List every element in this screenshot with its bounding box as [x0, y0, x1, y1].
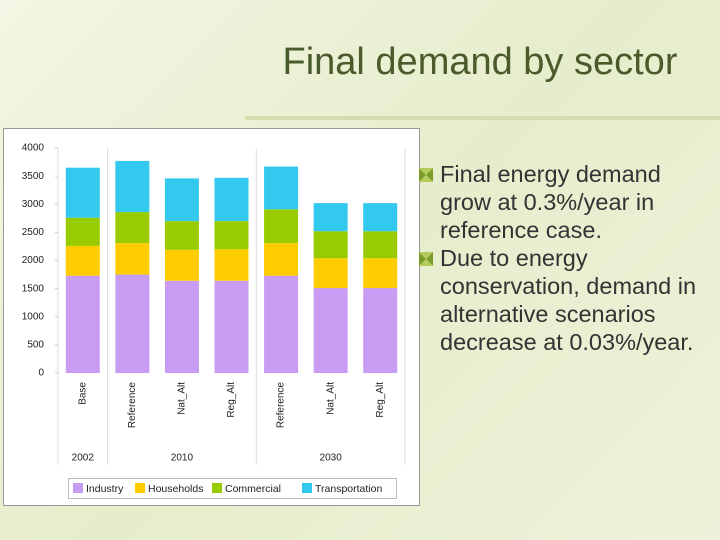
bullet-list: Final energy demand grow at 0.3%/year in… — [416, 160, 718, 356]
bar-segment — [115, 160, 150, 213]
bar-segment — [115, 243, 150, 275]
group-label: 2002 — [72, 453, 95, 464]
bar-segment — [115, 274, 150, 373]
group-label: 2010 — [171, 453, 194, 464]
bullet-text: Due to energy conservation, demand in al… — [440, 245, 697, 355]
bullet-marker — [419, 168, 433, 182]
x-tick-label: Reference — [127, 382, 138, 429]
y-tick-label: 1000 — [22, 311, 45, 322]
bullet-item: Due to energy conservation, demand in al… — [416, 244, 718, 356]
bar-segment — [313, 231, 348, 259]
bar-segment — [264, 209, 299, 244]
y-tick-label: 2500 — [22, 227, 45, 238]
y-tick-label: 3000 — [22, 199, 45, 210]
x-tick-label: Reference — [276, 382, 287, 429]
y-tick-label: 500 — [27, 340, 44, 351]
x-tick-label: Base — [77, 382, 88, 405]
bullet-marker — [419, 252, 433, 266]
y-tick-label: 0 — [38, 368, 44, 379]
slide-title: Final demand by sector — [283, 41, 678, 83]
bar-segment — [363, 258, 398, 289]
bar-segment — [164, 280, 199, 373]
bullet-item: Final energy demand grow at 0.3%/year in… — [416, 160, 718, 244]
bar-segment — [264, 166, 299, 210]
legend-swatch — [73, 483, 83, 493]
legend-label: Transportation — [315, 483, 382, 495]
legend-swatch — [135, 483, 145, 493]
y-tick-label: 4000 — [22, 143, 45, 154]
bar-segment — [164, 249, 199, 281]
bar-segment — [363, 231, 398, 259]
legend-label: Industry — [86, 483, 124, 495]
x-tick-label: Nat_Alt — [325, 382, 336, 415]
bar-segment — [164, 178, 199, 222]
x-tick-label: Reg_Alt — [226, 382, 237, 418]
bar-segment — [264, 243, 299, 276]
bar-segment — [214, 280, 249, 373]
bar-segment — [115, 212, 150, 244]
x-tick-label: Reg_Alt — [375, 382, 386, 418]
bar-segment — [164, 221, 199, 250]
y-tick-label: 3500 — [22, 171, 45, 182]
bar-segment — [363, 203, 398, 232]
bar-segment — [264, 275, 299, 373]
legend-label: Households — [148, 483, 203, 495]
y-tick-label: 1500 — [22, 283, 45, 294]
legend-swatch — [212, 483, 222, 493]
bar-segment — [313, 288, 348, 373]
x-tick-label: Nat_Alt — [177, 382, 188, 415]
bar-segment — [65, 275, 100, 373]
bar-segment — [214, 249, 249, 281]
bar-segment — [65, 245, 100, 276]
bar-segment — [214, 177, 249, 222]
bar-segment — [65, 167, 100, 218]
bar-segment — [363, 288, 398, 373]
legend-label: Commercial — [225, 483, 281, 495]
bar-segment — [313, 258, 348, 289]
legend-box — [68, 478, 397, 499]
group-label: 2030 — [320, 453, 343, 464]
y-tick-label: 2000 — [22, 255, 45, 266]
bar-segment — [65, 217, 100, 246]
bar-segment — [313, 203, 348, 232]
bullet-text: Final energy demand grow at 0.3%/year in… — [440, 161, 661, 243]
legend-swatch — [302, 483, 312, 493]
bar-segment — [214, 221, 249, 250]
